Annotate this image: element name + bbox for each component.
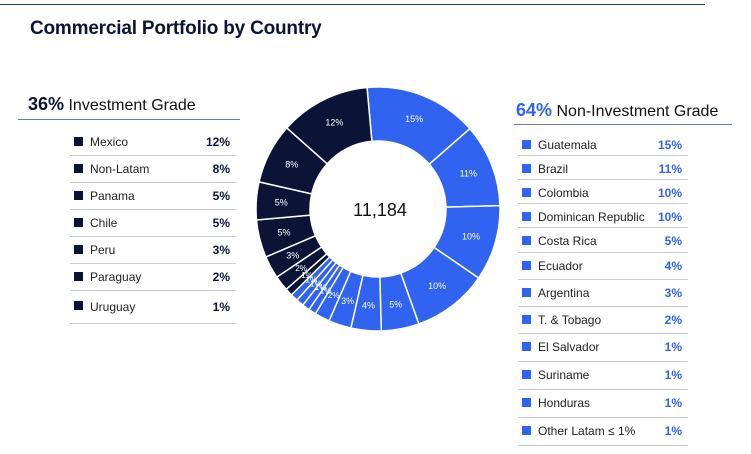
legend-swatch [74, 191, 83, 200]
legend-row-trinidad-tobago: T. & Tobago 2% [518, 307, 688, 334]
legend-swatch [74, 301, 83, 310]
non-investment-grade-pct: 64% [516, 100, 553, 120]
legend-row-colombia: Colombia 10% [518, 180, 688, 204]
legend-row-brazil: Brazil 11% [518, 156, 688, 180]
legend-row-guatemala: Guatemala 15% [518, 132, 688, 156]
donut-label-dominican-republic: 10% [428, 281, 446, 291]
investment-grade-heading: 36% Investment Grade [28, 94, 196, 115]
donut-label-paraguay: 2% [295, 264, 307, 273]
non-investment-legend: Guatemala 15% Brazil 11% Colombia 10% Domin… [518, 132, 688, 446]
non-investment-heading-rule [514, 124, 732, 125]
legend-swatch [522, 140, 531, 149]
legend-row-el-salvador: El Salvador 1% [518, 334, 688, 362]
investment-grade-pct: 36% [28, 94, 65, 114]
legend-row-chile: Chile 5% [70, 210, 236, 237]
donut-label-mexico: 12% [325, 117, 343, 127]
page-title: Commercial Portfolio by Country [30, 18, 322, 39]
legend-swatch [522, 236, 531, 245]
legend-row-costa-rica: Costa Rica 5% [518, 228, 688, 253]
non-investment-grade-heading: 64% Non-Investment Grade [516, 100, 718, 121]
legend-swatch [74, 164, 83, 173]
legend-row-uruguay: Uruguay 1% [70, 291, 236, 324]
donut-label-argentina: 3% [341, 296, 354, 306]
donut-slices [255, 86, 501, 332]
legend-row-mexico: Mexico 12% [70, 129, 236, 156]
legend-row-honduras: Honduras 1% [518, 390, 688, 418]
legend-row-suriname: Suriname 1% [518, 362, 688, 390]
donut-label-guatemala: 15% [405, 114, 423, 124]
legend-swatch [522, 212, 531, 221]
donut-label-costa-rica: 5% [389, 299, 402, 309]
legend-swatch [522, 164, 531, 173]
donut-label-peru: 3% [286, 250, 299, 260]
legend-swatch [522, 188, 531, 197]
donut-label-panama: 5% [275, 197, 288, 207]
legend-swatch [74, 245, 83, 254]
donut-label-t-tobago: 2% [328, 291, 340, 300]
donut-label-other-latam: 1% [306, 275, 318, 284]
donut-label-colombia: 10% [462, 231, 480, 241]
donut-center-total: 11,184 [353, 200, 407, 220]
legend-row-dominican-republic: Dominican Republic 10% [518, 204, 688, 228]
legend-swatch [522, 426, 531, 435]
investment-grade-label: Investment Grade [68, 97, 196, 114]
donut-label-suriname: 1% [315, 283, 327, 292]
top-rule [0, 4, 705, 5]
donut-label-el-salvador: 1% [320, 287, 332, 296]
legend-row-paraguay: Paraguay 2% [70, 264, 236, 291]
donut-label-honduras: 1% [310, 279, 322, 288]
legend-row-panama: Panama 5% [70, 183, 236, 210]
donut-label-chile: 5% [277, 228, 290, 238]
donut-label-uruguay: 1% [301, 271, 313, 280]
legend-swatch [74, 218, 83, 227]
legend-row-other-latam: Other Latam ≤ 1% 1% [518, 418, 688, 446]
legend-row-argentina: Argentina 3% [518, 280, 688, 307]
donut-slice-labels: 15%11%10%10%5%4%3%2%1%1%1%1%1%2%3%5%5%8%… [275, 114, 480, 311]
legend-swatch [522, 398, 531, 407]
investment-heading-rule [18, 119, 240, 120]
legend-row-ecuador: Ecuador 4% [518, 253, 688, 280]
legend-swatch [74, 272, 83, 281]
legend-swatch [522, 261, 531, 270]
investment-legend: Mexico 12% Non-Latam 8% Panama 5% Chile 5% P… [70, 129, 236, 324]
donut-label-non-latam: 8% [285, 160, 298, 170]
legend-swatch [522, 315, 531, 324]
legend-swatch [522, 370, 531, 379]
legend-row-peru: Peru 3% [70, 237, 236, 264]
legend-swatch [74, 137, 83, 146]
non-investment-grade-label: Non-Investment Grade [556, 103, 719, 120]
legend-row-non-latam: Non-Latam 8% [70, 156, 236, 183]
donut-slice-mexico [285, 86, 373, 165]
donut-label-ecuador: 4% [362, 301, 375, 311]
legend-swatch [522, 342, 531, 351]
legend-swatch [522, 288, 531, 297]
donut-label-brazil: 11% [460, 169, 477, 179]
